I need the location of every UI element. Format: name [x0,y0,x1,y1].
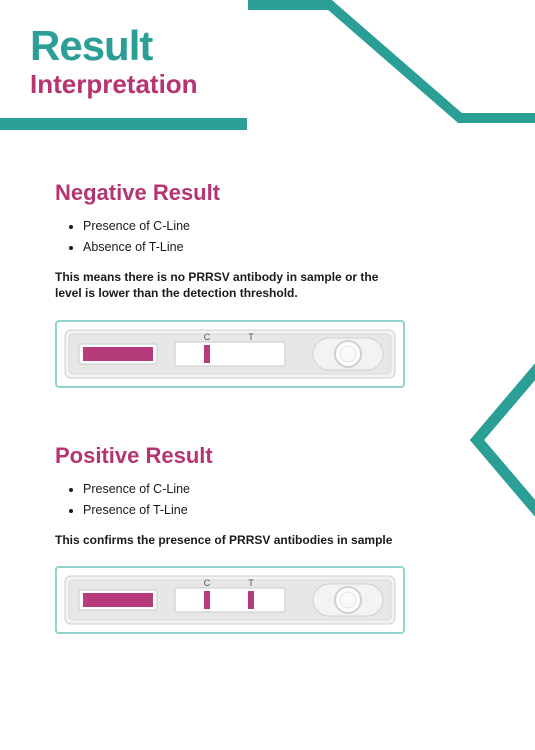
bullet-item: Presence of C-Line [83,216,495,237]
bullets-negative: Presence of C-Line Absence of T-Line [55,216,495,259]
bullet-item: Presence of T-Line [83,500,495,521]
cassette-positive: C T [55,566,405,634]
svg-text:T: T [248,332,254,342]
section-title-negative: Negative Result [55,180,495,206]
bullet-item: Presence of C-Line [83,479,495,500]
svg-text:C: C [204,332,211,342]
section-title-positive: Positive Result [55,443,495,469]
section-positive: Positive Result Presence of C-Line Prese… [55,443,495,634]
chevron-decor [465,360,535,520]
page-subtitle: Interpretation [30,69,535,100]
svg-text:C: C [204,578,211,588]
bullet-item: Absence of T-Line [83,237,495,258]
description-negative: This means there is no PRRSV antibody in… [55,269,395,303]
bullets-positive: Presence of C-Line Presence of T-Line [55,479,495,522]
section-negative: Negative Result Presence of C-Line Absen… [55,180,495,388]
svg-text:T: T [248,578,254,588]
description-positive: This confirms the presence of PRRSV anti… [55,532,395,549]
cassette-negative: C T [55,320,405,388]
page-title: Result [30,25,535,67]
content-area: Negative Result Presence of C-Line Absen… [0,100,535,634]
page-header: Result Interpretation [0,0,535,100]
